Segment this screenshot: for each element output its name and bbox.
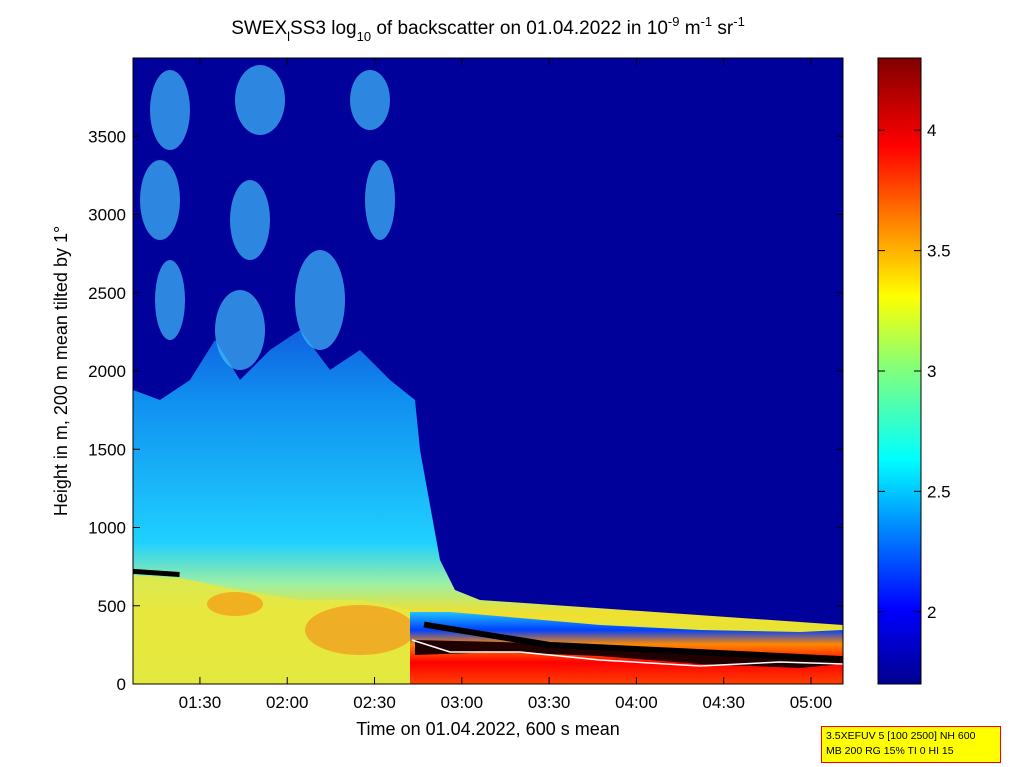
x-tick-label: 05:00: [790, 693, 833, 712]
y-axis: 0 500 1000 1500 2000 2500 3000 3500: [88, 127, 843, 694]
y-tick-label: 2000: [88, 362, 126, 381]
cloud-base-outline: [411, 639, 843, 667]
x-tick-label: 02:00: [266, 693, 309, 712]
upper-aerosol-patches: [140, 65, 395, 370]
processing-info-box: 3.5XEFUV 5 [100 2500] NH 600 MB 200 RG 1…: [821, 726, 1001, 763]
info-line-2: MB 200 RG 15% TI 0 HI 15: [826, 745, 954, 757]
y-tick-label: 2500: [88, 284, 126, 303]
y-tick-label: 3000: [88, 206, 126, 225]
x-tick-label: 04:30: [702, 693, 745, 712]
y-tick-label: 1500: [88, 440, 126, 459]
colorbar-tick-label: 4: [927, 121, 936, 140]
y-tick-label: 1000: [88, 519, 126, 538]
aerosol-layer-left: [133, 330, 843, 684]
y-tick-label: 0: [117, 675, 126, 694]
x-axis-label: Time on 01.04.2022, 600 s mean: [356, 719, 620, 739]
dark-band-right: [415, 640, 843, 668]
x-tick-label: 02:30: [353, 693, 396, 712]
plot-area: [133, 58, 843, 684]
y-tick-label: 3500: [88, 127, 126, 146]
cloud-base-line-right: [423, 621, 841, 662]
chart-title: SWEXlSS3 log10 of backscatter on 01.04.2…: [231, 14, 745, 44]
info-line-1: 3.5XEFUV 5 [100 2500] NH 600: [826, 730, 976, 742]
boundary-layer-left: [133, 575, 412, 684]
orange-spot: [207, 592, 263, 616]
cloud-base-line: [133, 568, 180, 577]
x-tick-label: 03:00: [441, 693, 484, 712]
colorbar-tick-label: 3.5: [927, 242, 951, 261]
x-tick-label: 04:00: [615, 693, 658, 712]
y-axis-label: Height in m, 200 m mean tilted by 1°: [51, 226, 71, 516]
colorbar-tick-label: 2: [927, 603, 936, 622]
colorbar-tick-label: 2.5: [927, 482, 951, 501]
x-axis: 01:30 02:00 02:30 03:00 03:30 04:00 04:30 05:00: [179, 58, 833, 712]
colorbar-ticks: 2 2.5 3 3.5 4: [878, 121, 951, 622]
orange-spot-2: [305, 605, 415, 655]
x-tick-label: 03:30: [528, 693, 571, 712]
x-tick-label: 01:30: [179, 693, 222, 712]
colorbar: [877, 57, 922, 685]
colorbar-tick-label: 3: [927, 362, 936, 381]
y-tick-label: 500: [98, 597, 126, 616]
